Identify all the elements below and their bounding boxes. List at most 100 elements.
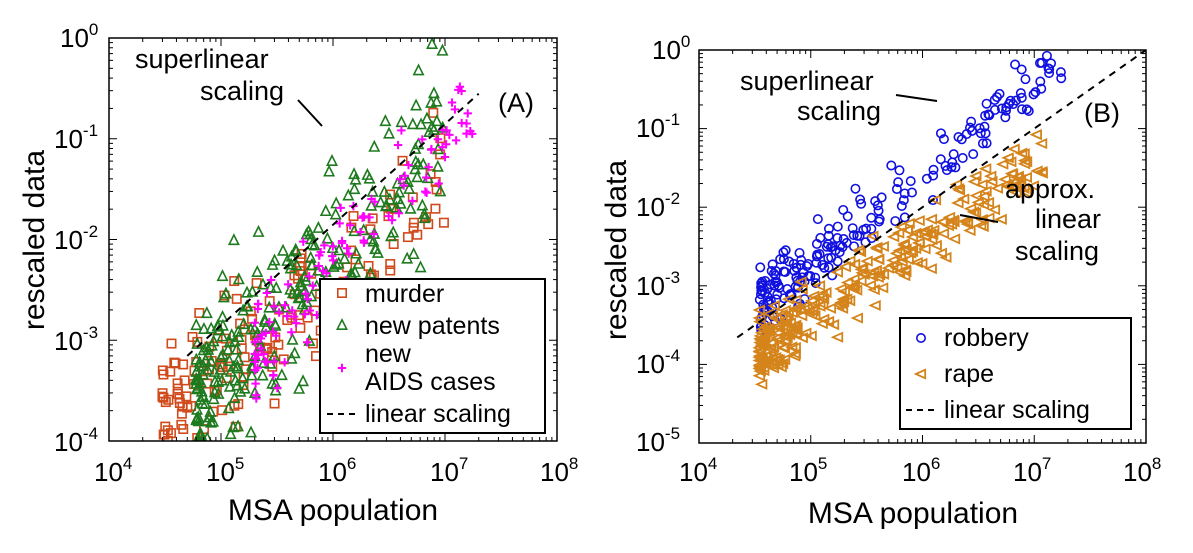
b-ytick-label: 100 bbox=[652, 32, 690, 65]
data-point-new-patents bbox=[236, 371, 249, 384]
data-point-robbery bbox=[1056, 73, 1067, 84]
data-point-murder bbox=[157, 365, 168, 376]
data-point-robbery bbox=[847, 223, 858, 234]
data-point-murder bbox=[438, 217, 449, 228]
data-point-rape bbox=[755, 337, 769, 350]
data-point-robbery bbox=[855, 194, 866, 205]
b-linear-pointer bbox=[959, 214, 999, 223]
data-point-new-patents bbox=[252, 224, 265, 237]
data-point-rape bbox=[752, 370, 766, 382]
a-annotation-pointer bbox=[297, 99, 323, 127]
data-point-new-patents bbox=[302, 224, 315, 237]
data-point-new-AIDS-cases bbox=[418, 135, 427, 144]
data-point-robbery bbox=[886, 160, 897, 171]
data-point-rape bbox=[1007, 143, 1020, 155]
data-point-rape bbox=[795, 332, 808, 344]
data-point-murder bbox=[402, 232, 413, 243]
data-point-new-patents bbox=[364, 266, 377, 279]
data-point-robbery bbox=[817, 259, 828, 270]
b-ytick-label: 10-1 bbox=[636, 110, 680, 143]
data-point-rape bbox=[835, 298, 849, 310]
data-point-murder bbox=[239, 352, 250, 363]
data-point-new-patents bbox=[432, 142, 445, 155]
data-point-new-patents bbox=[216, 269, 229, 282]
data-point-new-AIDS-cases bbox=[289, 312, 299, 321]
data-point-robbery bbox=[1010, 59, 1021, 70]
data-point-new-AIDS-cases bbox=[303, 294, 312, 304]
b-ytick-label: 10-3 bbox=[636, 268, 680, 301]
data-point-new-patents bbox=[306, 258, 319, 271]
data-point-new-patents bbox=[306, 237, 319, 250]
data-point-robbery bbox=[823, 230, 834, 241]
data-point-rape bbox=[761, 308, 775, 320]
data-point-robbery bbox=[956, 134, 967, 145]
data-point-new-patents bbox=[277, 243, 290, 256]
data-point-new-patents bbox=[379, 199, 392, 212]
data-point-new-AIDS-cases bbox=[441, 140, 451, 149]
data-point-new-patents bbox=[216, 309, 229, 322]
b-linear-annotation-line1: approx. bbox=[1005, 174, 1095, 204]
data-point-robbery bbox=[762, 297, 773, 308]
a-legend-label-linear: linear scaling bbox=[365, 400, 511, 428]
data-point-robbery bbox=[1000, 112, 1011, 123]
data-point-rape bbox=[1001, 152, 1014, 164]
data-point-new-patents bbox=[228, 391, 241, 404]
data-point-rape bbox=[755, 355, 769, 367]
data-point-new-patents bbox=[217, 290, 230, 303]
data-point-new-patents bbox=[365, 198, 378, 211]
data-point-robbery bbox=[841, 237, 852, 248]
data-point-new-AIDS-cases bbox=[395, 175, 405, 184]
data-point-new-patents bbox=[368, 139, 381, 152]
data-point-new-AIDS-cases bbox=[462, 119, 471, 128]
a-ytick-label: 10-4 bbox=[54, 424, 98, 457]
a-xtick-label: 104 bbox=[94, 454, 132, 487]
data-point-robbery bbox=[948, 149, 959, 160]
data-point-murder bbox=[363, 260, 374, 271]
data-point-murder bbox=[166, 338, 177, 349]
data-point-new-patents bbox=[327, 259, 340, 272]
data-point-new-AIDS-cases bbox=[254, 299, 263, 309]
b-superlinear-pointer bbox=[895, 94, 938, 102]
data-point-rape bbox=[897, 238, 910, 250]
data-point-new-AIDS-cases bbox=[257, 330, 267, 340]
data-point-rape bbox=[998, 173, 1011, 185]
data-point-rape bbox=[941, 220, 955, 232]
data-point-robbery bbox=[1046, 58, 1057, 69]
data-point-rape bbox=[975, 179, 988, 191]
a-ytick-label: 10-2 bbox=[54, 222, 98, 255]
data-point-rape bbox=[1017, 148, 1030, 160]
data-point-new-patents bbox=[228, 334, 241, 347]
data-point-rape bbox=[891, 227, 905, 239]
data-point-robbery bbox=[798, 267, 809, 278]
legend-marker-new bbox=[337, 363, 347, 373]
data-point-new-patents bbox=[415, 117, 428, 130]
data-point-robbery bbox=[789, 265, 800, 276]
data-point-rape bbox=[866, 230, 879, 242]
data-point-new-patents bbox=[245, 425, 258, 438]
data-point-new-patents bbox=[366, 184, 379, 197]
data-point-robbery bbox=[1035, 76, 1046, 87]
data-point-rape bbox=[753, 346, 767, 358]
legend-marker-rape bbox=[913, 368, 927, 380]
data-point-robbery bbox=[1005, 95, 1016, 106]
b-ytick-label: 10-4 bbox=[636, 346, 680, 379]
data-point-rape bbox=[994, 213, 1007, 225]
data-point-new-patents bbox=[232, 272, 245, 285]
data-point-new-AIDS-cases bbox=[251, 365, 260, 375]
data-point-robbery bbox=[977, 138, 988, 149]
data-point-murder bbox=[177, 401, 188, 412]
data-point-rape bbox=[976, 220, 989, 233]
data-point-robbery bbox=[812, 214, 823, 225]
data-point-rape bbox=[789, 328, 802, 340]
data-point-new-AIDS-cases bbox=[251, 379, 260, 388]
b-ytick-label: 10-5 bbox=[636, 424, 680, 457]
a-panel-label: (A) bbox=[498, 88, 534, 118]
b-xtick-label: 107 bbox=[1013, 454, 1051, 487]
data-point-new-AIDS-cases bbox=[433, 135, 443, 144]
b-superlinear-annotation-line2: scaling bbox=[797, 96, 881, 126]
data-point-robbery bbox=[832, 232, 843, 243]
data-point-rape bbox=[837, 285, 850, 298]
data-point-rape bbox=[1005, 180, 1019, 192]
data-point-new-patents bbox=[288, 346, 301, 359]
